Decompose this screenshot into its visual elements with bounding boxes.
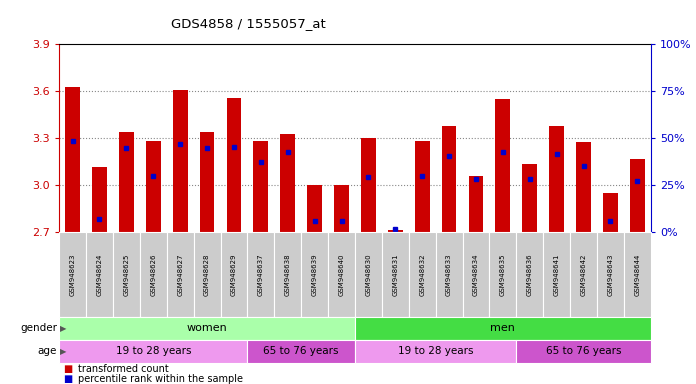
Bar: [516, 232, 543, 317]
Bar: [516, 340, 651, 363]
Bar: [173, 90, 187, 232]
Bar: [167, 232, 193, 317]
Text: GSM948639: GSM948639: [312, 253, 317, 296]
Bar: [280, 134, 295, 232]
Text: GSM948630: GSM948630: [365, 253, 372, 296]
Text: GSM948636: GSM948636: [527, 253, 532, 296]
Text: ▶: ▶: [60, 347, 66, 356]
Bar: [415, 141, 429, 232]
Text: 19 to 28 years: 19 to 28 years: [116, 346, 191, 356]
Bar: [361, 138, 376, 232]
Bar: [86, 232, 113, 317]
Bar: [489, 232, 516, 317]
Bar: [200, 132, 214, 232]
Bar: [59, 232, 86, 317]
Bar: [307, 185, 322, 232]
Bar: [409, 232, 436, 317]
Text: GSM948628: GSM948628: [204, 253, 210, 296]
Bar: [247, 340, 355, 363]
Bar: [436, 232, 463, 317]
Text: men: men: [491, 323, 515, 333]
Bar: [301, 232, 328, 317]
Text: GSM948633: GSM948633: [446, 253, 452, 296]
Bar: [140, 232, 167, 317]
Text: 65 to 76 years: 65 to 76 years: [263, 346, 339, 356]
Text: 65 to 76 years: 65 to 76 years: [546, 346, 622, 356]
Text: GSM948629: GSM948629: [231, 253, 237, 296]
Bar: [630, 159, 644, 232]
Text: GSM948638: GSM948638: [285, 253, 291, 296]
Bar: [253, 141, 268, 232]
Text: ▶: ▶: [60, 324, 66, 333]
Bar: [355, 317, 651, 340]
Bar: [334, 185, 349, 232]
Bar: [388, 230, 403, 232]
Bar: [355, 340, 516, 363]
Text: GSM948637: GSM948637: [258, 253, 264, 296]
Text: GSM948644: GSM948644: [634, 253, 640, 296]
Text: GDS4858 / 1555057_at: GDS4858 / 1555057_at: [171, 17, 326, 30]
Bar: [274, 232, 301, 317]
Bar: [59, 317, 355, 340]
Text: percentile rank within the sample: percentile rank within the sample: [78, 374, 243, 384]
Text: GSM948640: GSM948640: [338, 253, 345, 296]
Text: gender: gender: [20, 323, 57, 333]
Text: GSM948631: GSM948631: [393, 253, 398, 296]
Bar: [227, 98, 242, 232]
Bar: [442, 126, 457, 232]
Text: GSM948635: GSM948635: [500, 253, 506, 296]
Bar: [193, 232, 221, 317]
Bar: [463, 232, 489, 317]
Text: ■: ■: [63, 374, 72, 384]
Text: women: women: [187, 323, 228, 333]
Bar: [549, 126, 564, 232]
Text: ■: ■: [63, 364, 72, 374]
Bar: [119, 132, 134, 232]
Bar: [355, 232, 382, 317]
Bar: [328, 232, 355, 317]
Text: GSM948626: GSM948626: [150, 253, 157, 296]
Text: transformed count: transformed count: [78, 364, 168, 374]
Bar: [92, 167, 107, 232]
Bar: [576, 142, 591, 232]
Text: GSM948625: GSM948625: [123, 253, 129, 296]
Text: GSM948623: GSM948623: [70, 253, 76, 296]
Text: GSM948624: GSM948624: [97, 253, 102, 296]
Text: age: age: [38, 346, 57, 356]
Bar: [247, 232, 274, 317]
Text: GSM948634: GSM948634: [473, 253, 479, 296]
Bar: [59, 340, 247, 363]
Bar: [496, 99, 510, 232]
Bar: [603, 193, 618, 232]
Bar: [523, 164, 537, 232]
Bar: [543, 232, 570, 317]
Bar: [624, 232, 651, 317]
Text: GSM948643: GSM948643: [608, 253, 613, 296]
Text: 19 to 28 years: 19 to 28 years: [398, 346, 473, 356]
Text: GSM948641: GSM948641: [553, 253, 560, 296]
Text: GSM948642: GSM948642: [580, 253, 587, 296]
Bar: [382, 232, 409, 317]
Text: GSM948632: GSM948632: [419, 253, 425, 296]
Bar: [65, 87, 80, 232]
Bar: [468, 176, 483, 232]
Bar: [597, 232, 624, 317]
Bar: [221, 232, 247, 317]
Bar: [570, 232, 597, 317]
Text: GSM948627: GSM948627: [177, 253, 183, 296]
Bar: [113, 232, 140, 317]
Bar: [146, 141, 161, 232]
